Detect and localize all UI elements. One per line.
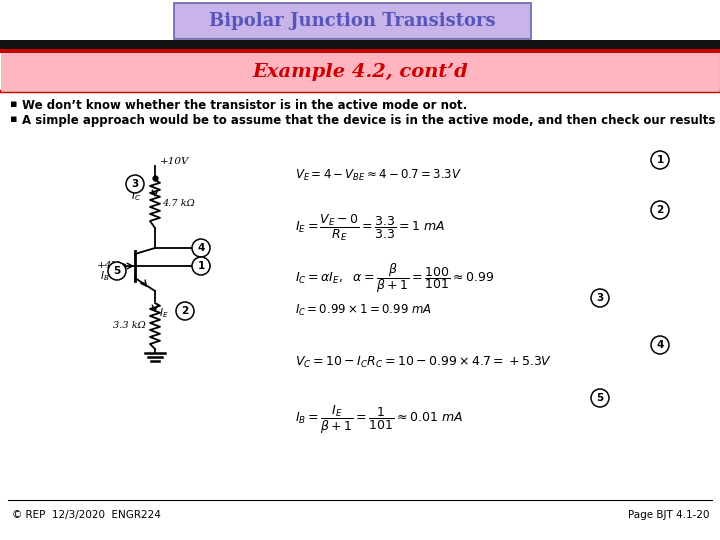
Circle shape xyxy=(176,302,194,320)
Text: $I_B = \dfrac{I_E}{\beta+1} = \dfrac{1}{101} \approx 0.01\ mA$: $I_B = \dfrac{I_E}{\beta+1} = \dfrac{1}{… xyxy=(295,404,463,436)
Bar xyxy=(0,49,720,53)
Text: $I_E$: $I_E$ xyxy=(159,306,168,320)
Circle shape xyxy=(192,239,210,257)
Text: © REP  12/3/2020  ENGR224: © REP 12/3/2020 ENGR224 xyxy=(12,510,161,520)
Circle shape xyxy=(126,175,144,193)
Text: 4: 4 xyxy=(197,243,204,253)
Text: $V_E = 4 - V_{BE} \approx 4 - 0.7 = 3.3V$: $V_E = 4 - V_{BE} \approx 4 - 0.7 = 3.3V… xyxy=(295,167,462,183)
Circle shape xyxy=(108,262,126,280)
Text: 1: 1 xyxy=(657,155,664,165)
Text: 3: 3 xyxy=(596,293,603,303)
Circle shape xyxy=(651,201,669,219)
FancyBboxPatch shape xyxy=(1,53,719,91)
Text: ▪: ▪ xyxy=(10,99,17,109)
Text: 3: 3 xyxy=(131,179,139,189)
Circle shape xyxy=(591,389,609,407)
Bar xyxy=(0,40,720,49)
FancyBboxPatch shape xyxy=(174,3,531,39)
Text: Bipolar Junction Transistors: Bipolar Junction Transistors xyxy=(209,12,495,30)
Text: Page BJT 4.1-20: Page BJT 4.1-20 xyxy=(629,510,710,520)
Text: $V_C$: $V_C$ xyxy=(198,239,212,253)
Circle shape xyxy=(192,257,210,275)
Circle shape xyxy=(651,336,669,354)
Text: $I_E = \dfrac{V_E - 0}{R_E} = \dfrac{3.3}{3.3} = 1\ mA$: $I_E = \dfrac{V_E - 0}{R_E} = \dfrac{3.3… xyxy=(295,213,445,243)
Text: $V_C = 10 - I_C R_C = 10 - 0.99 \times 4.7 = +5.3V$: $V_C = 10 - I_C R_C = 10 - 0.99 \times 4… xyxy=(295,354,552,369)
Text: 5: 5 xyxy=(596,393,603,403)
Text: +4V: +4V xyxy=(97,261,120,271)
Text: $I_C$: $I_C$ xyxy=(131,189,141,203)
Text: 3.3 kΩ: 3.3 kΩ xyxy=(113,321,145,329)
Text: $V_B$: $V_B$ xyxy=(198,257,212,271)
Text: ▪: ▪ xyxy=(10,114,17,124)
Circle shape xyxy=(591,289,609,307)
Text: 4: 4 xyxy=(657,340,664,350)
Text: 4.7 kΩ: 4.7 kΩ xyxy=(162,199,194,207)
Text: $I_C = \alpha I_E,\ \ \alpha = \dfrac{\beta}{\beta+1} = \dfrac{100}{101} \approx: $I_C = \alpha I_E,\ \ \alpha = \dfrac{\b… xyxy=(295,261,494,295)
Text: $I_B$: $I_B$ xyxy=(100,269,109,283)
Text: A simple approach would be to assume that the device is in the active mode, and : A simple approach would be to assume tha… xyxy=(22,114,720,127)
Text: +10V: +10V xyxy=(160,158,189,166)
Text: Example 4.2, cont’d: Example 4.2, cont’d xyxy=(252,63,468,81)
Text: 2: 2 xyxy=(181,306,189,316)
Text: 2: 2 xyxy=(657,205,664,215)
Text: 5: 5 xyxy=(113,266,121,276)
Circle shape xyxy=(651,151,669,169)
Text: We don’t know whether the transistor is in the active mode or not.: We don’t know whether the transistor is … xyxy=(22,99,467,112)
Text: $I_C = 0.99 \times 1 = 0.99\ mA$: $I_C = 0.99 \times 1 = 0.99\ mA$ xyxy=(295,302,432,318)
Text: 1: 1 xyxy=(197,261,204,271)
